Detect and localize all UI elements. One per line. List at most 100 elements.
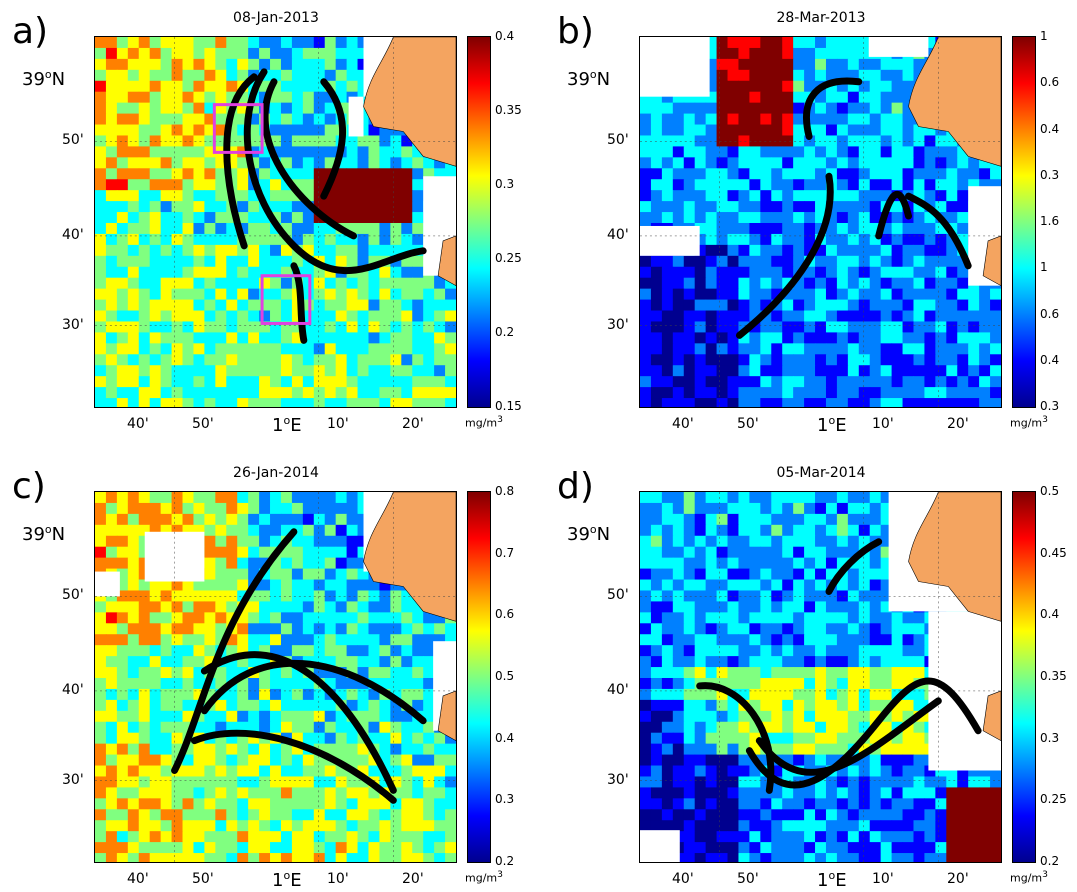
coastline-land [908, 37, 1001, 286]
latitude-label: 50' [607, 587, 629, 603]
unit-text: mg/m [1010, 416, 1043, 430]
highlight-box [260, 274, 312, 325]
no-data-area [868, 37, 929, 57]
trajectory-path [905, 192, 972, 270]
colorbar-tick-label: 0.6 [1040, 306, 1060, 321]
panel-date-title: 26-Jan-2014 [233, 465, 319, 481]
colorbar-tick-label: 0.4 [1040, 352, 1060, 367]
trajectory-path [745, 677, 982, 789]
colorbar-tick-label: 0.2 [495, 325, 515, 339]
colorbar-tick-label: 0.3 [1040, 167, 1060, 182]
longitude-hemisphere: E [835, 415, 847, 436]
colorbar-tick-label: 0.5 [1040, 484, 1060, 498]
trajectory-path [261, 78, 358, 240]
longitude-label: 40' [672, 416, 694, 432]
colorbar-tick-label: 0.3 [495, 792, 515, 807]
latitude-label: 50' [607, 132, 629, 148]
coastline-land [908, 492, 1001, 741]
coastline-land [363, 492, 456, 741]
longitude-hemisphere: E [290, 415, 302, 436]
no-data-area [640, 830, 680, 862]
longitude-degree-value: 1 [817, 870, 829, 891]
latitude-degree-label: 39oN [567, 523, 610, 545]
degree-symbol: o [283, 414, 291, 427]
latitude-hemisphere: N [51, 524, 66, 545]
no-data-area [144, 531, 205, 582]
trajectory-path [320, 78, 346, 200]
unit-exponent: 3 [1042, 414, 1048, 425]
map-panel [639, 36, 1002, 408]
colorbar-tick-label: 0.3 [495, 177, 515, 191]
map-panel [94, 36, 457, 408]
trajectory-path [200, 659, 427, 725]
trajectory-path [190, 729, 397, 804]
degree-symbol: o [828, 869, 836, 882]
colorbar-tick-label: 0.2 [495, 854, 515, 868]
latitude-degree-value: 39 [567, 69, 590, 90]
map-panel [639, 491, 1002, 863]
chlorophyll-grid [95, 492, 456, 862]
coastline-land [363, 37, 456, 286]
latitude-degree-value: 39 [22, 524, 45, 545]
colorbar-tick-label: 0.35 [1040, 669, 1067, 683]
trajectory-path [696, 682, 775, 794]
longitude-label: 10' [872, 416, 894, 432]
latitude-label: 40' [607, 682, 629, 698]
latitude-hemisphere: N [596, 69, 611, 90]
longitude-label: 20' [402, 871, 424, 887]
chlorophyll-map [640, 492, 1001, 862]
unit-exponent: 3 [497, 869, 503, 880]
colorbar-tick-label: 0.5 [495, 669, 515, 683]
colorbar [467, 491, 491, 863]
unit-text: mg/m [465, 871, 498, 885]
trajectory-path [875, 190, 912, 240]
colorbar [1012, 491, 1036, 863]
degree-symbol: o [44, 523, 52, 536]
colorbar-tick-label: 0.25 [1040, 792, 1067, 807]
highlight-box [212, 103, 264, 154]
longitude-label: 10' [327, 871, 349, 887]
latitude-label: 50' [62, 132, 84, 148]
latitude-label: 30' [62, 317, 84, 333]
colorbar-tick-label: 0.8 [495, 484, 515, 498]
latitude-label: 30' [62, 772, 84, 788]
unit-exponent: 3 [497, 414, 503, 425]
degree-symbol: o [589, 523, 597, 536]
colorbar-unit: mg/m3 [465, 414, 503, 430]
panel-letter: b) [557, 11, 594, 52]
latitude-label: 50' [62, 587, 84, 603]
panel-date-title: 05-Mar-2014 [776, 465, 866, 481]
latitude-label: 40' [607, 227, 629, 243]
unit-exponent: 3 [1042, 869, 1048, 880]
latitude-degree-label: 39oN [22, 68, 65, 90]
panel-date-title: 28-Mar-2013 [776, 10, 866, 26]
colorbar-tick-label: 0.35 [495, 103, 522, 117]
no-data-area [95, 571, 120, 597]
longitude-label: 50' [737, 416, 759, 432]
longitude-degree-label: 1oE [817, 869, 847, 891]
trajectory-path [200, 651, 397, 794]
longitude-label: 20' [947, 871, 969, 887]
panel-letter: d) [557, 466, 594, 507]
no-data-area [348, 96, 364, 137]
longitude-label: 40' [672, 871, 694, 887]
colorbar-tick-label: 0.4 [1040, 607, 1060, 622]
longitude-degree-label: 1oE [272, 869, 302, 891]
panel-letter: a) [12, 11, 49, 52]
longitude-degree-label: 1oE [817, 414, 847, 436]
longitude-label: 50' [192, 871, 214, 887]
colorbar-tick-label: 0.4 [495, 29, 515, 43]
colorbar [1012, 36, 1036, 408]
trajectory-path [803, 77, 863, 140]
longitude-label: 40' [127, 871, 149, 887]
longitude-label: 20' [947, 416, 969, 432]
latitude-hemisphere: N [596, 524, 611, 545]
latitude-degree-label: 39oN [22, 523, 65, 545]
colorbar-tick-label: 0.4 [495, 730, 515, 745]
trajectory-path [243, 68, 427, 275]
longitude-label: 40' [127, 416, 149, 432]
longitude-label: 10' [872, 871, 894, 887]
latitude-label: 30' [607, 772, 629, 788]
chlorophyll-map [95, 492, 456, 862]
longitude-label: 50' [737, 871, 759, 887]
